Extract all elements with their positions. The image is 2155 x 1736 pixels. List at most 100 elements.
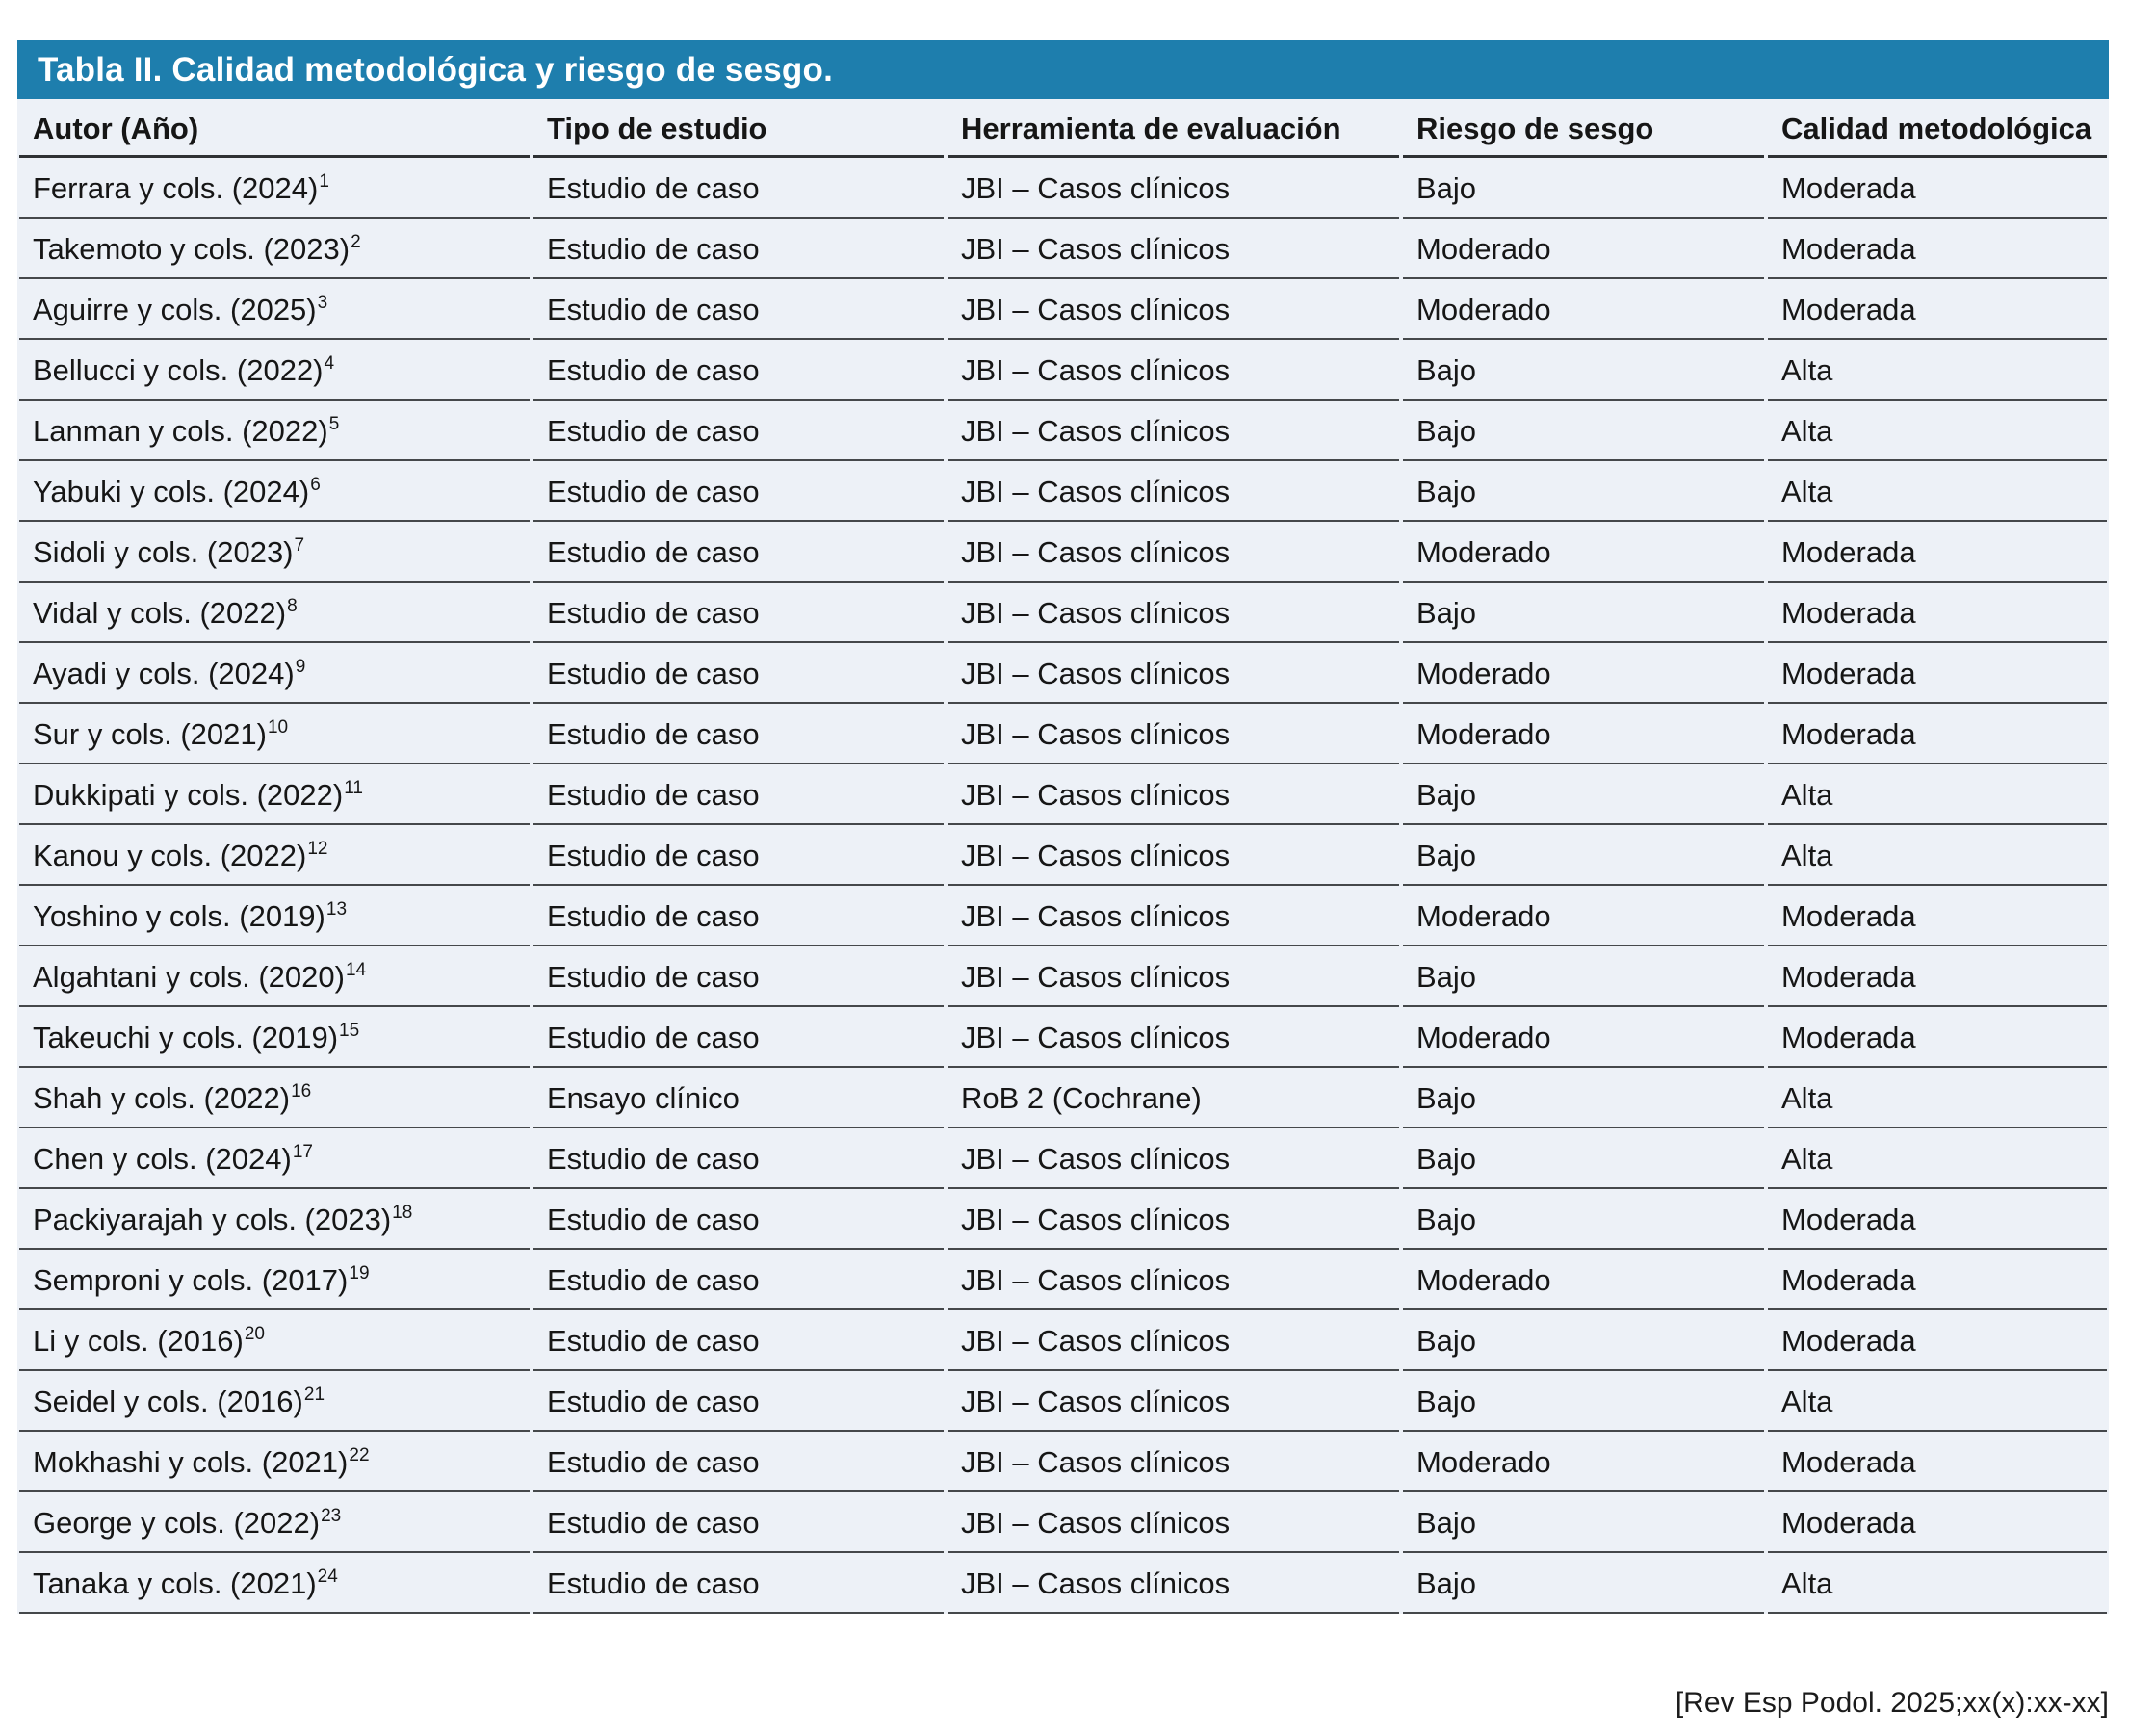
cell-herramienta-evaluacion: JBI – Casos clínicos — [946, 219, 1401, 279]
autor-text: Tanaka y cols. (2021) — [33, 1566, 317, 1600]
cell-tipo-de-estudio: Estudio de caso — [532, 1553, 946, 1614]
col-header-herramienta: Herramienta de evaluación — [946, 99, 1401, 158]
reference-superscript: 2 — [351, 232, 361, 253]
table-row: Takeuchi y cols. (2019)15 Estudio de caso… — [17, 1007, 2109, 1068]
cell-calidad-metodologica: Moderada — [1766, 1432, 2109, 1492]
cell-calidad-metodologica: Alta — [1766, 1068, 2109, 1128]
reference-superscript: 5 — [328, 414, 340, 435]
cell-herramienta-evaluacion: JBI – Casos clínicos — [946, 1250, 1401, 1310]
cell-herramienta-evaluacion: JBI – Casos clínicos — [946, 886, 1401, 946]
cell-herramienta-evaluacion: JBI – Casos clínicos — [946, 1310, 1401, 1371]
table-header-row: Autor (Año) Tipo de estudio Herramienta … — [17, 99, 2109, 158]
cell-riesgo-de-sesgo: Bajo — [1401, 158, 1766, 219]
table-row: Ayadi y cols. (2024)9 Estudio de caso JBI … — [17, 643, 2109, 704]
table-row: Sidoli y cols. (2023)7 Estudio de caso JBI… — [17, 522, 2109, 583]
cell-riesgo-de-sesgo: Bajo — [1401, 825, 1766, 886]
col-header-autor: Autor (Año) — [17, 99, 532, 158]
cell-calidad-metodologica: Alta — [1766, 461, 2109, 522]
autor-text: Takeuchi y cols. (2019) — [33, 1020, 339, 1054]
table-row: Lanman y cols. (2022)5 Estudio de caso JBI… — [17, 401, 2109, 461]
cell-calidad-metodologica: Alta — [1766, 401, 2109, 461]
cell-tipo-de-estudio: Ensayo clínico — [532, 1068, 946, 1128]
table-row: Semproni y cols. (2017)19 Estudio de caso… — [17, 1250, 2109, 1310]
cell-tipo-de-estudio: Estudio de caso — [532, 279, 946, 340]
reference-superscript: 7 — [294, 535, 305, 557]
table-row: Kanou y cols. (2022)12 Estudio de caso JBI… — [17, 825, 2109, 886]
cell-herramienta-evaluacion: JBI – Casos clínicos — [946, 1553, 1401, 1614]
table-row: Li y cols. (2016)20 Estudio de caso JBI – … — [17, 1310, 2109, 1371]
cell-autor: Vidal y cols. (2022)8 — [17, 583, 532, 643]
cell-riesgo-de-sesgo: Moderado — [1401, 522, 1766, 583]
col-header-tipo: Tipo de estudio — [532, 99, 946, 158]
cell-herramienta-evaluacion: JBI – Casos clínicos — [946, 1371, 1401, 1432]
cell-riesgo-de-sesgo: Bajo — [1401, 1128, 1766, 1189]
quality-risk-table: Autor (Año) Tipo de estudio Herramienta … — [17, 99, 2109, 1614]
cell-autor: Takeuchi y cols. (2019)15 — [17, 1007, 532, 1068]
cell-autor: Chen y cols. (2024)17 — [17, 1128, 532, 1189]
cell-riesgo-de-sesgo: Bajo — [1401, 946, 1766, 1007]
reference-superscript: 24 — [317, 1567, 338, 1588]
table-row: Chen y cols. (2024)17 Estudio de caso JBI … — [17, 1128, 2109, 1189]
autor-text: Mokhashi y cols. (2021) — [33, 1444, 349, 1479]
autor-text: Lanman y cols. (2022) — [33, 413, 328, 448]
autor-text: Ferrara y cols. (2024) — [33, 170, 319, 205]
cell-riesgo-de-sesgo: Moderado — [1401, 643, 1766, 704]
cell-riesgo-de-sesgo: Bajo — [1401, 1310, 1766, 1371]
autor-text: Li y cols. (2016) — [33, 1323, 244, 1358]
autor-text: Yabuki y cols. (2024) — [33, 474, 310, 508]
cell-autor: Mokhashi y cols. (2021)22 — [17, 1432, 532, 1492]
cell-autor: Sur y cols. (2021)10 — [17, 704, 532, 764]
autor-text: George y cols. (2022) — [33, 1505, 321, 1540]
cell-tipo-de-estudio: Estudio de caso — [532, 401, 946, 461]
cell-herramienta-evaluacion: JBI – Casos clínicos — [946, 1128, 1401, 1189]
cell-tipo-de-estudio: Estudio de caso — [532, 764, 946, 825]
cell-autor: Seidel y cols. (2016)21 — [17, 1371, 532, 1432]
cell-tipo-de-estudio: Estudio de caso — [532, 461, 946, 522]
cell-herramienta-evaluacion: JBI – Casos clínicos — [946, 764, 1401, 825]
autor-text: Sidoli y cols. (2023) — [33, 534, 294, 569]
reference-superscript: 8 — [287, 596, 298, 617]
cell-riesgo-de-sesgo: Moderado — [1401, 1007, 1766, 1068]
cell-tipo-de-estudio: Estudio de caso — [532, 825, 946, 886]
cell-riesgo-de-sesgo: Bajo — [1401, 1068, 1766, 1128]
autor-text: Yoshino y cols. (2019) — [33, 898, 325, 933]
cell-tipo-de-estudio: Estudio de caso — [532, 1310, 946, 1371]
table-row: Sur y cols. (2021)10 Estudio de caso JBI –… — [17, 704, 2109, 764]
cell-calidad-metodologica: Moderada — [1766, 219, 2109, 279]
cell-calidad-metodologica: Moderada — [1766, 704, 2109, 764]
cell-herramienta-evaluacion: JBI – Casos clínicos — [946, 1189, 1401, 1250]
table-row: Yabuki y cols. (2024)6 Estudio de caso JBI… — [17, 461, 2109, 522]
cell-calidad-metodologica: Moderada — [1766, 522, 2109, 583]
cell-calidad-metodologica: Moderada — [1766, 946, 2109, 1007]
table-row: Tanaka y cols. (2021)24 Estudio de caso JB… — [17, 1553, 2109, 1614]
cell-calidad-metodologica: Moderada — [1766, 1189, 2109, 1250]
cell-tipo-de-estudio: Estudio de caso — [532, 340, 946, 401]
cell-autor: Yabuki y cols. (2024)6 — [17, 461, 532, 522]
cell-herramienta-evaluacion: JBI – Casos clínicos — [946, 461, 1401, 522]
cell-calidad-metodologica: Moderada — [1766, 1250, 2109, 1310]
autor-text: Kanou y cols. (2022) — [33, 838, 307, 872]
cell-tipo-de-estudio: Estudio de caso — [532, 158, 946, 219]
cell-autor: Lanman y cols. (2022)5 — [17, 401, 532, 461]
table-row: Takemoto y cols. (2023)2 Estudio de caso J… — [17, 219, 2109, 279]
cell-calidad-metodologica: Moderada — [1766, 643, 2109, 704]
cell-calidad-metodologica: Moderada — [1766, 886, 2109, 946]
cell-autor: Bellucci y cols. (2022)4 — [17, 340, 532, 401]
reference-superscript: 17 — [292, 1142, 313, 1163]
cell-riesgo-de-sesgo: Bajo — [1401, 583, 1766, 643]
cell-calidad-metodologica: Alta — [1766, 1553, 2109, 1614]
table-row: Yoshino y cols. (2019)13 Estudio de caso J… — [17, 886, 2109, 946]
cell-riesgo-de-sesgo: Moderado — [1401, 219, 1766, 279]
table-row: Bellucci y cols. (2022)4 Estudio de caso J… — [17, 340, 2109, 401]
reference-superscript: 3 — [317, 293, 328, 314]
table-row: Ferrara y cols. (2024)1 Estudio de caso JB… — [17, 158, 2109, 219]
autor-text: Chen y cols. (2024) — [33, 1141, 292, 1176]
cell-tipo-de-estudio: Estudio de caso — [532, 1432, 946, 1492]
cell-calidad-metodologica: Moderada — [1766, 1007, 2109, 1068]
cell-riesgo-de-sesgo: Moderado — [1401, 1432, 1766, 1492]
cell-herramienta-evaluacion: JBI – Casos clínicos — [946, 704, 1401, 764]
cell-tipo-de-estudio: Estudio de caso — [532, 219, 946, 279]
table-row: Aguirre y cols. (2025)3 Estudio de caso JB… — [17, 279, 2109, 340]
autor-text: Ayadi y cols. (2024) — [33, 656, 295, 690]
autor-text: Takemoto y cols. (2023) — [33, 231, 351, 266]
